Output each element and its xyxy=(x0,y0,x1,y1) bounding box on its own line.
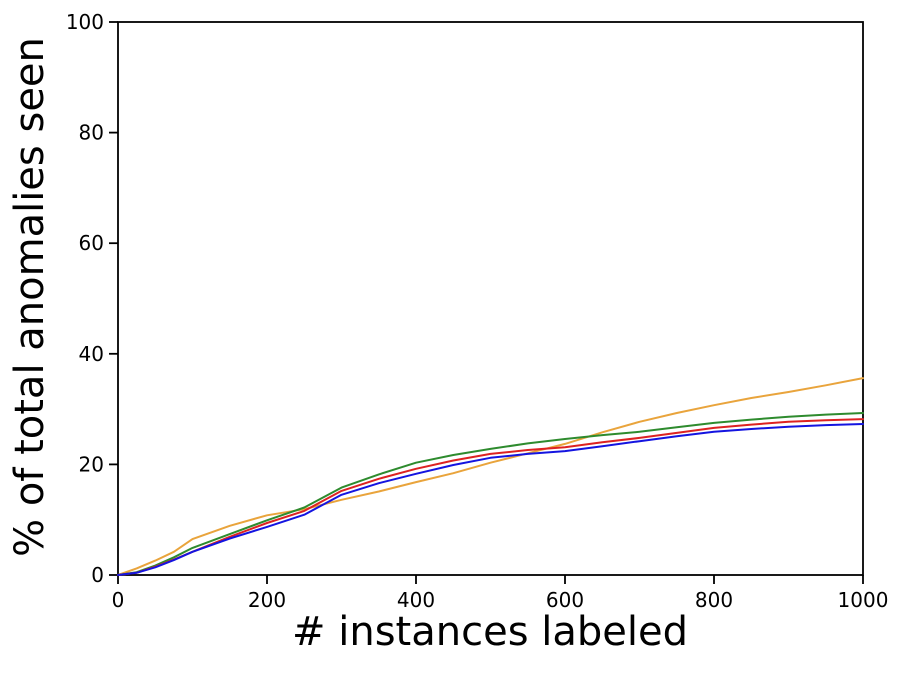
y-axis-label: % of total anomalies seen xyxy=(7,37,53,557)
x-tick-label: 1000 xyxy=(838,588,889,612)
x-tick-label: 0 xyxy=(112,588,125,612)
x-tick-label: 400 xyxy=(397,588,435,612)
y-tick-label: 20 xyxy=(79,452,104,476)
y-tick-label: 0 xyxy=(91,563,104,587)
series-line-blue xyxy=(117,423,864,576)
x-tick-label: 200 xyxy=(248,588,286,612)
x-tick-label: 800 xyxy=(695,588,733,612)
y-tick-label: 40 xyxy=(79,342,104,366)
y-tick-label: 100 xyxy=(66,10,104,34)
series-line-red xyxy=(117,418,864,576)
x-axis-label: # instances labeled xyxy=(292,609,688,655)
y-tick-label: 60 xyxy=(79,231,104,255)
y-tick-label: 80 xyxy=(79,121,104,145)
series-line-orange xyxy=(117,377,864,576)
plot-spines xyxy=(117,21,864,576)
x-tick-label: 600 xyxy=(546,588,584,612)
series-line-green xyxy=(117,412,864,576)
